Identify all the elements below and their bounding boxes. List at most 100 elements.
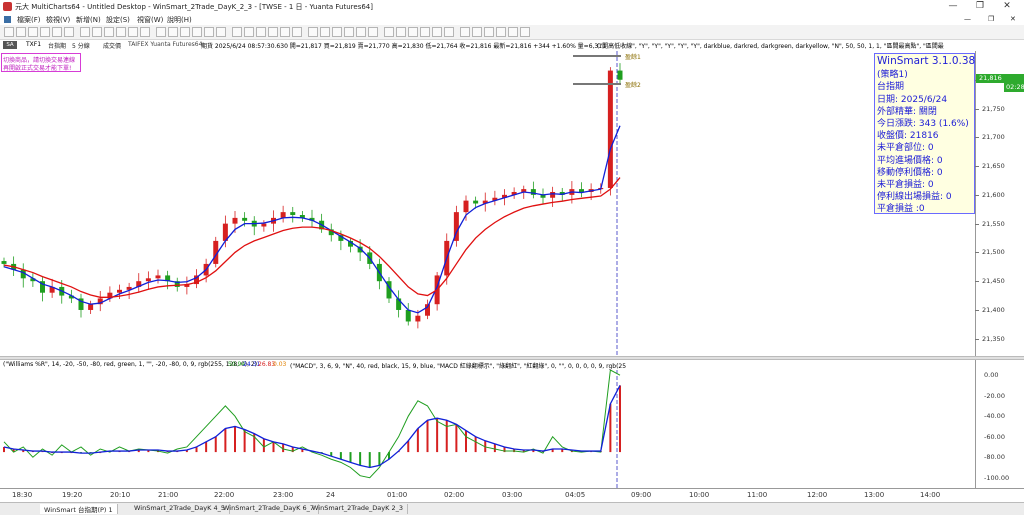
price-tick-mark-6	[975, 252, 979, 254]
tab-winsmart-main[interactable]: WinSmart 台指期(P) 1	[40, 504, 118, 514]
toolbar-button-14[interactable]	[180, 27, 190, 37]
toolbar-button-21[interactable]	[268, 27, 278, 37]
macd-histogram-bar	[503, 446, 506, 453]
toolbar-button-28[interactable]	[356, 27, 366, 37]
toolbar-button-35[interactable]	[444, 27, 454, 37]
close-button[interactable]: ✕	[1003, 1, 1011, 11]
price-tick-mark-1	[975, 108, 979, 110]
candle-body	[155, 275, 161, 279]
study-params: ("開高低收線", "Y", "Y", "Y", "Y", "Y", darkb…	[597, 43, 944, 50]
toolbar-button-36[interactable]	[460, 27, 470, 37]
macd-histogram-bar	[619, 385, 621, 453]
toolbar-button-26[interactable]	[332, 27, 342, 37]
macd-histogram-bar	[147, 450, 150, 453]
price-tick-3: 21,650	[982, 162, 1005, 171]
marker-label-1: 盈餘1	[625, 54, 641, 61]
time-tick-9: 03:00	[502, 491, 523, 499]
toolbar-button-40[interactable]	[508, 27, 518, 37]
time-tick-8: 02:00	[444, 491, 465, 499]
candle-body	[299, 215, 305, 218]
toolbar-button-32[interactable]	[408, 27, 418, 37]
toolbar-button-6[interactable]	[80, 27, 90, 37]
toolbar-button-37[interactable]	[472, 27, 482, 37]
macd-histogram-bar	[137, 450, 140, 453]
candle-body	[328, 229, 334, 236]
candle-body	[550, 191, 556, 198]
toolbar-button-30[interactable]	[384, 27, 394, 37]
toolbar-button-41[interactable]	[520, 27, 530, 37]
macd-histogram-bar	[22, 450, 25, 453]
toolbar-button-19[interactable]	[244, 27, 254, 37]
toolbar-button-24[interactable]	[308, 27, 318, 37]
tab-daym-6-7[interactable]: WinSmart_2Trade_DayK 6_7	[219, 504, 319, 514]
toolbar-button-17[interactable]	[216, 27, 226, 37]
symbol-badge[interactable]: SA	[3, 41, 17, 49]
toolbar-button-11[interactable]	[140, 27, 150, 37]
toolbar-button-31[interactable]	[396, 27, 406, 37]
toolbar-button-1[interactable]	[16, 27, 26, 37]
toolbar-button-2[interactable]	[28, 27, 38, 37]
toolbar-button-33[interactable]	[420, 27, 430, 37]
toolbar-button-22[interactable]	[280, 27, 290, 37]
macd-histogram-bar	[339, 452, 342, 460]
indicator-tick-5: -100.00	[984, 473, 1010, 482]
info-line-4: 外部精華: 關閉	[877, 106, 937, 117]
notice-line-1: 切換商品，請切換交易連線	[3, 57, 76, 64]
toolbar-button-20[interactable]	[256, 27, 266, 37]
price-tick-9: 21,350	[982, 334, 1005, 343]
pane-divider[interactable]	[0, 356, 1024, 360]
toolbar-button-10[interactable]	[128, 27, 138, 37]
toolbar-button-5[interactable]	[64, 27, 74, 37]
toolbar-button-23[interactable]	[292, 27, 302, 37]
info-line-2: 台指期	[877, 82, 905, 93]
menu-view[interactable]: 檢視(V)	[46, 16, 71, 24]
toolbar-button-8[interactable]	[104, 27, 114, 37]
toolbar-button-39[interactable]	[496, 27, 506, 37]
toolbar-button-38[interactable]	[484, 27, 494, 37]
toolbar-button-25[interactable]	[320, 27, 330, 37]
toolbar-button-16[interactable]	[204, 27, 214, 37]
last-time: 02:28	[1006, 83, 1024, 91]
time-axis[interactable]	[0, 488, 1024, 503]
toolbar-button-3[interactable]	[40, 27, 50, 37]
mdi-minimize-button[interactable]: —	[964, 15, 971, 23]
toolbar-button-13[interactable]	[168, 27, 178, 37]
time-tick-10: 04:05	[565, 491, 586, 499]
toolbar-button-4[interactable]	[52, 27, 62, 37]
candle-body	[222, 223, 228, 241]
menu-help[interactable]: 說明(H)	[167, 16, 192, 24]
toolbar-button-15[interactable]	[192, 27, 202, 37]
maximize-button[interactable]: ❐	[975, 1, 985, 11]
candle-body	[88, 304, 94, 310]
indicator-chart[interactable]	[0, 370, 975, 488]
toolbar-button-0[interactable]	[4, 27, 14, 37]
toolbar-button-29[interactable]	[368, 27, 378, 37]
mdi-restore-button[interactable]: ❐	[988, 15, 995, 23]
candle-body	[579, 189, 584, 192]
menu-file[interactable]: 檔案(F)	[17, 16, 41, 24]
price-tick-8: 21,400	[982, 305, 1005, 314]
indicator-axis[interactable]	[975, 360, 1024, 488]
toolbar-button-9[interactable]	[116, 27, 126, 37]
macd-histogram-bar	[522, 450, 525, 453]
menu-window[interactable]: 視窗(W)	[137, 16, 164, 24]
time-tick-0: 18:30	[12, 491, 33, 499]
notice-box	[1, 53, 81, 72]
toolbar-button-34[interactable]	[432, 27, 442, 37]
toolbar-button-18[interactable]	[232, 27, 242, 37]
minimize-button[interactable]: —	[948, 1, 958, 11]
menu-new[interactable]: 新增(N)	[76, 16, 101, 24]
price-tick-mark-8	[975, 309, 979, 311]
mdi-close-button[interactable]: ✕	[1010, 15, 1016, 23]
macd-histogram-bar	[282, 443, 285, 453]
toolbar-button-27[interactable]	[344, 27, 354, 37]
toolbar-button-7[interactable]	[92, 27, 102, 37]
price-axis[interactable]	[975, 51, 1024, 356]
tab-daym-4-5[interactable]: WinSmart_2Trade_DayK 4_5	[130, 504, 230, 514]
price-chart[interactable]	[0, 51, 975, 356]
tab-daym-2-3[interactable]: WinSmart_2Trade_DayK 2_3	[308, 504, 408, 514]
menu-settings[interactable]: 設定(S)	[106, 16, 130, 24]
toolbar-button-12[interactable]	[156, 27, 166, 37]
macd-histogram-bar	[3, 446, 5, 453]
time-tick-3: 21:00	[158, 491, 179, 499]
